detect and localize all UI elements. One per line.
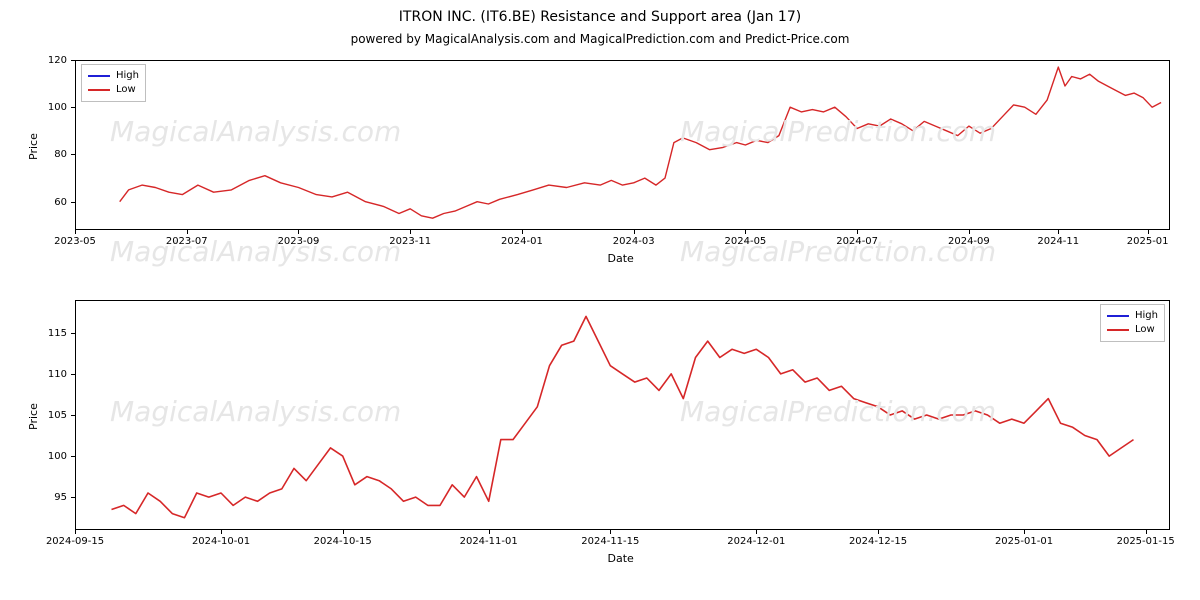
- xtick-label: 2024-09-15: [46, 536, 104, 547]
- xtick-label: 2024-11-01: [460, 536, 518, 547]
- xtick-label: 2024-11-15: [581, 536, 639, 547]
- xtick-label: 2025-01: [1127, 236, 1169, 247]
- xtick-label: 2023-05: [54, 236, 96, 247]
- ytick-label: 120: [48, 55, 67, 66]
- xtick-label: 2024-07: [836, 236, 878, 247]
- xtick-label: 2023-09: [278, 236, 320, 247]
- xlabel-top: Date: [608, 252, 634, 265]
- ytick-label: 105: [48, 410, 67, 421]
- ylabel-bottom: Price: [27, 403, 40, 430]
- ytick-label: 100: [48, 102, 67, 113]
- legend-swatch-high-b: [1107, 315, 1129, 317]
- bottom-chart-line: [0, 0, 1200, 600]
- xlabel-bottom: Date: [608, 552, 634, 565]
- xtick-label: 2024-10-01: [192, 536, 250, 547]
- ytick-label: 95: [54, 492, 67, 503]
- legend-label-low-b: Low: [1135, 323, 1155, 337]
- ytick-label: 80: [54, 149, 67, 160]
- xtick-label: 2024-05: [725, 236, 767, 247]
- ytick-label: 115: [48, 328, 67, 339]
- legend-bottom: High Low: [1100, 304, 1165, 342]
- xtick-label: 2023-11: [389, 236, 431, 247]
- xtick-label: 2024-03: [613, 236, 655, 247]
- xtick-label: 2024-12-01: [727, 536, 785, 547]
- xtick-label: 2024-12-15: [849, 536, 907, 547]
- xtick-label: 2024-01: [501, 236, 543, 247]
- legend-label-high-b: High: [1135, 309, 1158, 323]
- ylabel-top: Price: [27, 133, 40, 160]
- ytick-label: 100: [48, 451, 67, 462]
- legend-item-low-b: Low: [1107, 323, 1158, 337]
- xtick-label: 2025-01-01: [995, 536, 1053, 547]
- xtick-label: 2025-01-15: [1117, 536, 1175, 547]
- figure: ITRON INC. (IT6.BE) Resistance and Suppo…: [0, 0, 1200, 600]
- xtick-label: 2024-09: [948, 236, 990, 247]
- xtick-label: 2024-11: [1037, 236, 1079, 247]
- ytick-label: 60: [54, 197, 67, 208]
- xtick-label: 2023-07: [166, 236, 208, 247]
- ytick-label: 110: [48, 369, 67, 380]
- legend-swatch-low-b: [1107, 329, 1129, 331]
- xtick-label: 2024-10-15: [314, 536, 372, 547]
- legend-item-high-b: High: [1107, 309, 1158, 323]
